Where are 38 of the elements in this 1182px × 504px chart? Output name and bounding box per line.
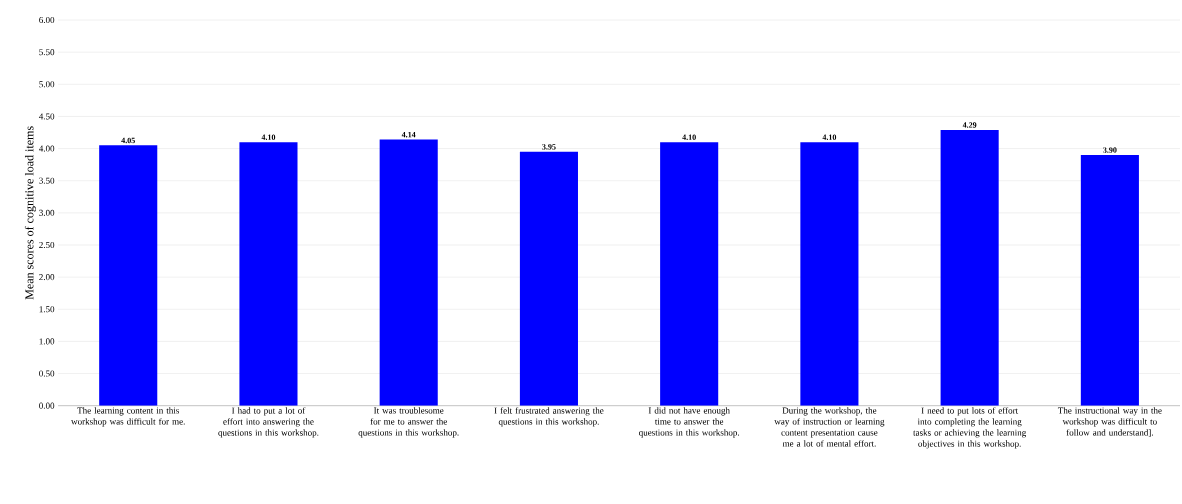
bar	[239, 142, 298, 406]
x-tick-label: I felt frustrated answering the questions in this workshop.	[494, 407, 604, 427]
bar	[99, 145, 158, 406]
bar	[519, 151, 578, 406]
y-tick-label: 3.00	[39, 209, 55, 216]
y-tick-label: 3.50	[39, 177, 55, 184]
data-label: 4.10	[682, 134, 696, 141]
data-label: 4.05	[121, 137, 135, 144]
y-tick-label: 1.00	[39, 338, 55, 345]
y-tick-label: 2.50	[39, 242, 55, 249]
data-label: 4.10	[822, 134, 837, 141]
data-label: 4.29	[962, 122, 977, 128]
data-label: 3.90	[1103, 147, 1117, 153]
bar	[660, 142, 719, 406]
x-tick-label: It was troublesome for me to answer the questions in this workshop.	[358, 407, 459, 438]
data-label: 4.10	[261, 134, 276, 141]
bar	[940, 130, 999, 406]
bar	[1080, 155, 1139, 406]
bar	[379, 139, 438, 406]
y-tick-label: 1.50	[39, 306, 55, 313]
y-tick-label: 5.50	[39, 49, 55, 56]
x-tick-label: The learning content in this workshop was difficult for me.	[71, 407, 185, 427]
data-label: 4.14	[401, 132, 416, 138]
y-tick-label: 2.00	[39, 274, 55, 281]
data-label: 3.95	[542, 144, 556, 150]
x-tick-label: I need to put lots of effort into completing the learning tasks or achieving the learning objectives in this workshop.	[913, 407, 1027, 449]
y-tick-label: 6.00	[39, 17, 55, 24]
y-tick-label: 0.50	[39, 370, 55, 377]
y-axis-title: Mean scores of cognitive load items	[24, 126, 36, 300]
y-tick-label: 5.00	[39, 81, 55, 88]
x-tick-label: I had to put a lot of effort into answering the questions in this workshop.	[218, 407, 319, 438]
x-tick-label: I did not have enough time to answer the questions in this workshop.	[639, 407, 740, 438]
bar	[800, 142, 859, 406]
y-tick-label: 4.00	[38, 145, 55, 152]
y-tick-label: 4.50	[38, 113, 55, 120]
x-tick-label: The instructional way in the workshop was difficult to follow and understand].	[1057, 407, 1162, 437]
y-tick-label: 0.00	[39, 402, 55, 409]
x-tick-label: During the workshop, the way of instruction or learning content presentation cause me a lot of mental effort.	[774, 407, 885, 447]
